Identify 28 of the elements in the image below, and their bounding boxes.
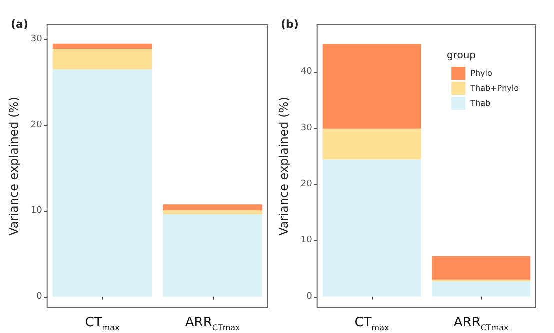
y-tick-label: 0 (306, 292, 313, 302)
legend-label: Phylo (470, 69, 492, 78)
bar (322, 44, 422, 129)
legend-label: Thab (470, 99, 491, 108)
y-axis-title: Variance explained (%) (7, 97, 21, 236)
y-tick-label: 20 (300, 179, 313, 190)
y-tick-label: 0 (36, 292, 43, 302)
y-axis-title: Variance explained (%) (277, 97, 291, 236)
bar (163, 204, 262, 211)
y-tick-label: 10 (300, 236, 313, 246)
bar (52, 44, 152, 50)
legend-title: group (446, 50, 476, 62)
bar (322, 128, 422, 160)
bar (432, 282, 531, 297)
bar (52, 49, 152, 70)
bar (163, 214, 262, 297)
legend-label: Thab+Phylo (470, 84, 520, 93)
y-tick-label: 30 (30, 34, 43, 45)
y-tick-label: 40 (300, 67, 313, 78)
bar (432, 256, 531, 280)
chart-title: (b) (281, 18, 299, 31)
chart-title: (a) (11, 18, 28, 31)
bar (52, 70, 152, 297)
y-tick-label: 30 (300, 123, 313, 134)
bar (322, 160, 422, 297)
y-tick-label: 10 (30, 206, 43, 216)
y-tick-label: 20 (30, 120, 43, 130)
bar (163, 210, 262, 215)
